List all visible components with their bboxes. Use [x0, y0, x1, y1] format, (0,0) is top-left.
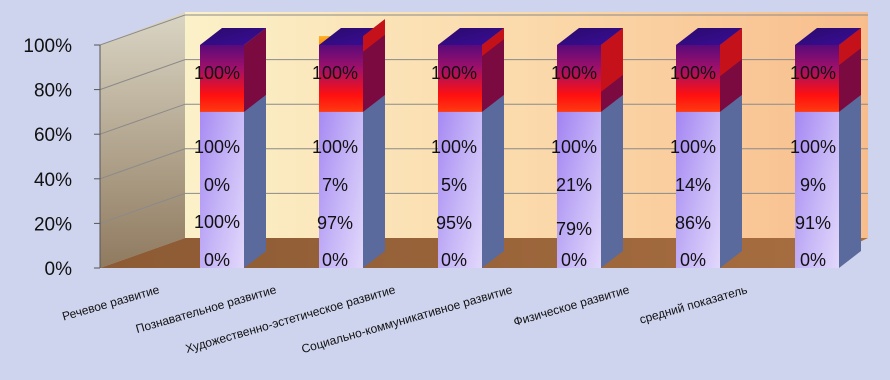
bar-top-face [200, 28, 266, 45]
data-label-red: 100% [790, 63, 836, 83]
data-label-orange: 0% [204, 175, 230, 195]
data-label-black: 0% [322, 250, 348, 270]
gridlines [99, 14, 868, 224]
gridline [99, 103, 868, 135]
back-wall [185, 12, 868, 238]
data-label-black: 0% [441, 250, 467, 270]
data-label-purple: 97% [317, 213, 353, 233]
y-tick-label: 0% [45, 259, 73, 280]
data-label-purple: 91% [795, 213, 831, 233]
data-label-purple: 100% [194, 212, 240, 232]
bar-side-highlight [482, 28, 504, 57]
bar-side-face [601, 74, 623, 268]
data-label-cyan: 100% [431, 137, 477, 157]
data-label-red: 100% [670, 63, 716, 83]
data-label-orange: 7% [322, 175, 348, 195]
data-label-cyan: 100% [670, 137, 716, 157]
bar-side-face [244, 28, 266, 112]
data-label-orange: 5% [441, 175, 467, 195]
bar-side-highlight [720, 28, 742, 77]
gridline [99, 14, 868, 46]
side-wall [100, 12, 185, 268]
y-tick-label: 40% [34, 170, 72, 191]
bar-segment [676, 45, 720, 112]
category-label: средний показатель [638, 282, 749, 326]
y-tick-label: 80% [34, 81, 72, 102]
category-label: Речевое развитие [61, 282, 162, 323]
bar-segment [795, 45, 839, 112]
bar-segment [200, 45, 244, 112]
data-label-purple: 95% [436, 213, 472, 233]
data-label-black: 0% [680, 250, 706, 270]
bar-stack: 100% 100% 0% 100% 0% [194, 28, 266, 270]
bar-side-face [720, 59, 742, 268]
bar-side-highlight [601, 28, 623, 92]
gridline [99, 59, 868, 91]
data-label-black: 0% [204, 250, 230, 270]
bar-stack: 100% 100% 5% 95% 0% [431, 28, 504, 270]
category-label: Социально-коммуникативное развитие [300, 282, 514, 356]
data-label-red: 100% [551, 63, 597, 83]
bar-stack: 100% 100% 21% 79% 0% [551, 28, 623, 270]
bars: 100% 100% 0% 100% 0% 100% 100% 7% 97% 0% 100% 100% 5… [194, 19, 861, 270]
data-label-red: 100% [431, 63, 477, 83]
data-label-orange: 9% [800, 175, 826, 195]
data-label-orange: 21% [556, 175, 592, 195]
data-label-cyan: 100% [551, 137, 597, 157]
bar-side-highlight [363, 19, 385, 52]
category-label: Физическое развитие [512, 282, 631, 329]
y-tick-label: 60% [34, 125, 72, 146]
data-label-red: 100% [312, 63, 358, 83]
gridline [99, 148, 868, 180]
bar-segment [319, 45, 363, 112]
data-label-orange: 14% [675, 175, 711, 195]
data-label-purple: 79% [556, 219, 592, 239]
bar-side-highlight [839, 28, 861, 66]
data-label-cyan: 100% [194, 137, 240, 157]
category-label: Художественно-эстетическое развитие [184, 282, 397, 356]
bar-segment [438, 45, 482, 112]
data-label-cyan: 100% [312, 137, 358, 157]
bar-segment [557, 91, 601, 268]
data-label-purple: 86% [675, 213, 711, 233]
y-tick-label: 20% [34, 214, 72, 235]
bar-stack: 100% 100% 14% 86% 0% [670, 28, 742, 270]
y-tick-label: 100% [23, 36, 72, 57]
data-label-black: 0% [800, 250, 826, 270]
bar-stack: 100% 100% 7% 97% 0% [312, 19, 385, 270]
gridline [99, 192, 868, 224]
y-axis: 0% 20% 40% 60% 80% 100% [23, 36, 101, 280]
bar-segment [557, 45, 601, 112]
data-label-black: 0% [561, 250, 587, 270]
data-label-cyan: 100% [790, 137, 836, 157]
data-label-red: 100% [194, 63, 240, 83]
bar-side-face [363, 28, 385, 112]
bar-stack: 100% 100% 9% 91% 0% [790, 28, 861, 270]
